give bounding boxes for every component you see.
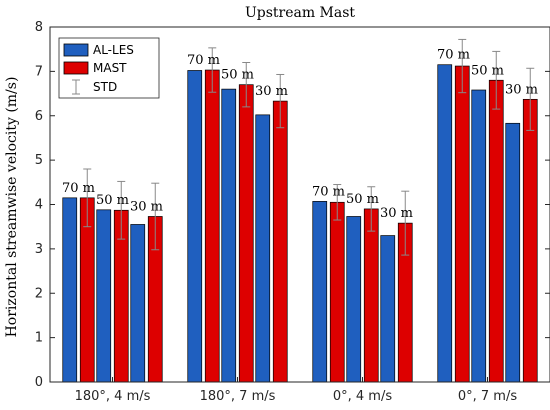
bar-mast bbox=[488, 79, 504, 383]
y-tick-label: 7 bbox=[35, 64, 43, 79]
bar-al-les bbox=[62, 197, 78, 383]
legend-swatch-mast bbox=[63, 61, 89, 75]
height-label: 50 m bbox=[96, 193, 129, 208]
bar-al-les bbox=[187, 70, 203, 383]
bar-mast bbox=[363, 208, 379, 383]
y-tick-label: 3 bbox=[35, 242, 43, 257]
bar-al-les bbox=[437, 64, 453, 383]
bar-mast bbox=[454, 65, 470, 383]
height-label: 70 m bbox=[187, 53, 220, 68]
bar-al-les bbox=[96, 209, 112, 383]
height-label: 70 m bbox=[437, 48, 470, 63]
legend-label-std: STD bbox=[93, 80, 117, 94]
height-label: 30 m bbox=[130, 199, 163, 214]
height-label: 50 m bbox=[346, 192, 379, 207]
y-axis-label: Horizontal streamwise velocity (m/s) bbox=[4, 77, 20, 338]
y-tick-label: 2 bbox=[35, 286, 43, 301]
y-tick-label: 0 bbox=[35, 375, 43, 390]
y-tick-label: 8 bbox=[35, 20, 43, 35]
bar-mast bbox=[329, 201, 345, 383]
y-tick-label: 6 bbox=[35, 109, 43, 124]
bar-al-les bbox=[471, 89, 487, 383]
height-label: 50 m bbox=[471, 63, 504, 78]
bar-al-les bbox=[346, 216, 362, 383]
bar-mast bbox=[204, 69, 220, 383]
legend: AL-LES MAST STD bbox=[58, 37, 160, 99]
legend-label-mast: MAST bbox=[93, 61, 127, 75]
bar-mast bbox=[272, 100, 288, 383]
y-tick-label: 1 bbox=[35, 331, 43, 346]
bar-al-les bbox=[221, 88, 237, 383]
legend-swatch-std bbox=[72, 79, 80, 95]
bar-al-les bbox=[380, 235, 396, 383]
y-tick-label: 4 bbox=[35, 198, 43, 213]
x-tick-label: 180°, 7 m/s bbox=[200, 389, 276, 404]
chart-title: Upstream Mast bbox=[245, 5, 355, 21]
x-tick-label: 180°, 4 m/s bbox=[75, 389, 151, 404]
bar-mast bbox=[522, 98, 538, 383]
plot-frame bbox=[49, 26, 550, 383]
height-label: 50 m bbox=[221, 68, 254, 83]
legend-label-al-les: AL-LES bbox=[93, 43, 134, 57]
bar-al-les bbox=[505, 122, 521, 383]
height-label: 30 m bbox=[380, 206, 413, 221]
bar-al-les bbox=[130, 224, 146, 383]
x-tick-label: 0°, 7 m/s bbox=[458, 389, 517, 404]
bar-al-les bbox=[255, 114, 271, 383]
height-label: 70 m bbox=[312, 184, 345, 199]
height-label: 30 m bbox=[505, 82, 538, 97]
legend-swatch-al-les bbox=[63, 43, 89, 57]
x-tick-label: 0°, 4 m/s bbox=[333, 389, 392, 404]
y-tick-label: 5 bbox=[35, 153, 43, 168]
bar-mast bbox=[238, 84, 254, 383]
height-label: 70 m bbox=[62, 181, 95, 196]
height-label: 30 m bbox=[255, 84, 288, 99]
bar-al-les bbox=[312, 201, 328, 383]
